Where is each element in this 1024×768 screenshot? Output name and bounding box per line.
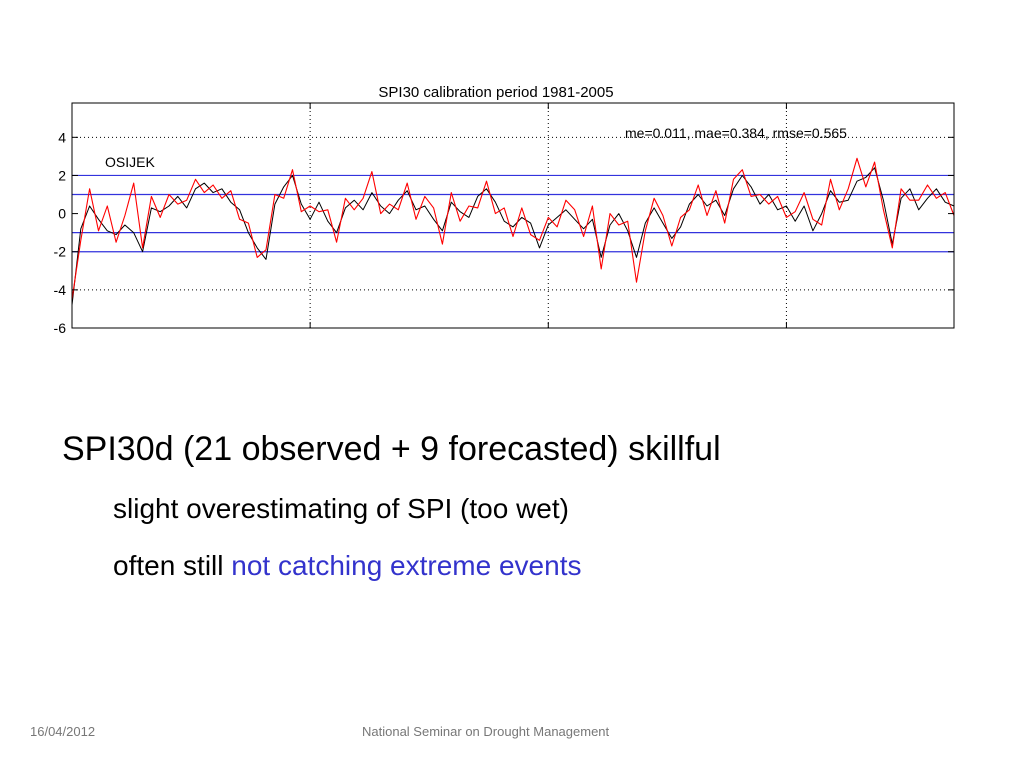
sub-bullet-plain-text: often still [113, 550, 232, 581]
stats-annotation: me=0.011, mae=0.384, rmse=0.565 [625, 125, 847, 141]
plot-frame [71, 102, 955, 329]
footer-title: National Seminar on Drought Management [362, 724, 610, 739]
station-label: OSIJEK [105, 154, 155, 170]
y-tick-label-3: -2 [54, 244, 67, 260]
grid-layer [72, 103, 954, 328]
chart-title: SPI30 calibration period 1981-2005 [378, 84, 613, 101]
tick-layer: 4 2 0 -2 -4 -6 [54, 103, 954, 336]
footer-date: 16/04/2012 [30, 724, 96, 739]
main-bullet: SPI30d (21 observed + 9 forecasted) skil… [62, 430, 721, 468]
y-tick-label-5: -6 [54, 320, 67, 336]
sub-bullet-highlight-text: not catching extreme events [231, 550, 582, 581]
y-tick-label-4: -4 [54, 282, 67, 298]
sub-bullet-overestimating: slight overestimating of SPI (too wet) [113, 493, 569, 524]
y-tick-label-2: 0 [58, 206, 66, 222]
y-tick-label-0: 4 [58, 129, 66, 145]
series-line-1 [71, 157, 955, 300]
chart-svg: SPI30 calibration period 1981-2005 4 2 0 -2… [54, 84, 955, 336]
series-line-0 [71, 167, 955, 306]
series-layer [71, 157, 955, 306]
spi30-chart: SPI30 calibration period 1981-2005 4 2 0 -2… [0, 0, 1024, 340]
threshold-layer [72, 174, 954, 253]
sub-bullet-extreme-events: often still not catching extreme events [113, 550, 581, 582]
y-tick-label-1: 2 [58, 167, 66, 183]
